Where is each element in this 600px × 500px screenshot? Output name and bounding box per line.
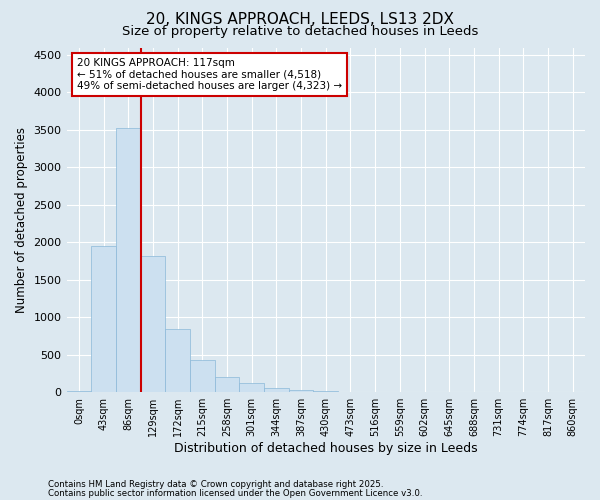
Bar [91, 246, 116, 392]
Bar [239, 383, 264, 392]
Text: 20, KINGS APPROACH, LEEDS, LS13 2DX: 20, KINGS APPROACH, LEEDS, LS13 2DX [146, 12, 454, 28]
Bar [140, 256, 165, 392]
Text: Contains public sector information licensed under the Open Government Licence v3: Contains public sector information licen… [48, 488, 422, 498]
Y-axis label: Number of detached properties: Number of detached properties [15, 127, 28, 313]
Text: Contains HM Land Registry data © Crown copyright and database right 2025.: Contains HM Land Registry data © Crown c… [48, 480, 383, 489]
Bar [289, 390, 313, 392]
Text: Size of property relative to detached houses in Leeds: Size of property relative to detached ho… [122, 25, 478, 38]
Bar [116, 128, 140, 392]
Bar [215, 377, 239, 392]
Bar [264, 388, 289, 392]
Text: 20 KINGS APPROACH: 117sqm
← 51% of detached houses are smaller (4,518)
49% of se: 20 KINGS APPROACH: 117sqm ← 51% of detac… [77, 58, 342, 91]
Bar [190, 360, 215, 392]
Bar [165, 330, 190, 392]
X-axis label: Distribution of detached houses by size in Leeds: Distribution of detached houses by size … [174, 442, 478, 455]
